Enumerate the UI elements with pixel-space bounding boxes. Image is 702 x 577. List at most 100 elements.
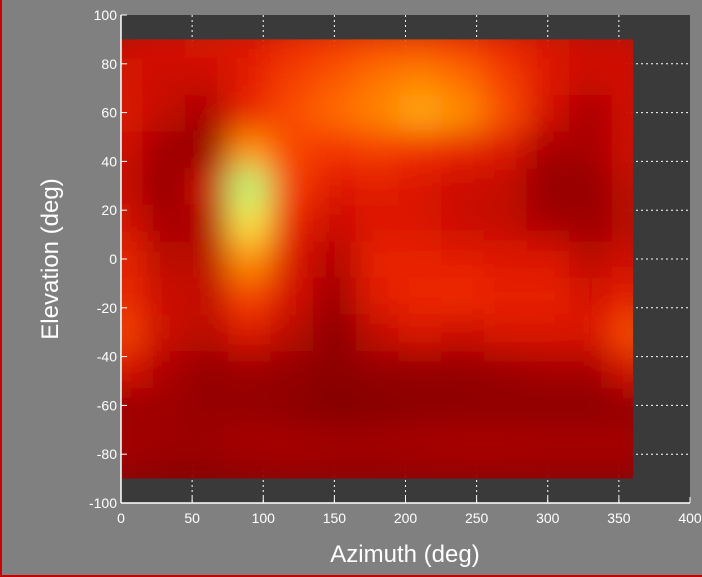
heatmap-cell [270,460,314,479]
heatmap-cell [313,423,357,461]
y-tick-label: -100 [89,495,117,511]
heatmap-cell [441,94,485,132]
heatmap-cell [569,313,613,351]
heatmap-cell [611,130,634,168]
heatmap-cell [227,350,271,388]
heatmap-cell [611,204,634,242]
heatmap-cell [185,57,229,95]
heatmap-cell [185,350,229,388]
heatmap-cell [483,460,527,479]
heatmap-cell [398,423,442,461]
heatmap-cell [398,204,442,242]
heatmap-cell [227,94,271,132]
heatmap-cell [483,204,527,242]
x-axis-title: Azimuth (deg) [330,541,479,568]
heatmap-cell [142,39,186,59]
heatmap-cell [121,130,143,168]
heatmap-cell [441,240,485,278]
heatmap-cell [526,240,570,278]
heatmap-cell [313,313,357,351]
heatmap-cell [185,313,229,351]
heatmap-cell [270,57,314,95]
heatmap-cell [313,167,357,205]
heatmap-cell [569,387,613,425]
heatmap-cell [270,167,314,205]
x-tick-label: 150 [323,510,347,526]
heatmap-cell [270,350,314,388]
heatmap-cell [611,94,634,132]
heatmap-cell [483,167,527,205]
heatmap-cell [270,94,314,132]
heatmap-cell [313,350,357,388]
heatmap-cell [483,130,527,168]
y-tick-label: 0 [109,251,117,267]
heatmap-cell [398,350,442,388]
heatmap-cell [611,423,634,461]
heatmap-cell [483,350,527,388]
heatmap-cell [398,240,442,278]
heatmap-cell [569,460,613,479]
heatmap-cell [398,57,442,95]
x-tick-label: 300 [536,510,560,526]
heatmap-cell [185,94,229,132]
y-tick-label: -40 [97,349,117,365]
heatmap-cell [142,423,186,461]
heatmap-cell [355,130,399,168]
heatmap-cell [569,94,613,132]
heatmap-cell [569,277,613,315]
heatmap-cell [355,387,399,425]
heatmap-cell [569,167,613,205]
heatmap-cell [441,277,485,315]
heatmap-cell [142,130,186,168]
heatmap-cell [121,423,143,461]
heatmap-cell [227,460,271,479]
heatmap-cell [526,387,570,425]
heatmap-cell [526,423,570,461]
heatmap-cell [483,313,527,351]
heatmap-cell [270,277,314,315]
heatmap-cell [526,350,570,388]
heatmap-cell [441,350,485,388]
heatmap-cell [185,387,229,425]
heatmap-cell [441,460,485,479]
heatmap-cell [121,350,143,388]
heatmap-cell [227,240,271,278]
y-tick-label: -20 [97,300,117,316]
heatmap-cell [227,423,271,461]
heatmap-cell [526,57,570,95]
heatmap-cell [121,57,143,95]
heatmap-cell [483,423,527,461]
heatmap-cell [483,39,527,59]
heatmap-cell [441,204,485,242]
heatmap-cell [121,313,143,351]
x-tick-label: 400 [678,510,702,526]
x-tick-label: 100 [252,510,276,526]
heatmap-cell [611,167,634,205]
heatmap-cell [270,240,314,278]
heatmap-cell [227,57,271,95]
heatmap-cell [569,57,613,95]
y-axis-title: Elevation (deg) [37,178,64,339]
heatmap-cell [526,460,570,479]
heatmap-cell [569,350,613,388]
heatmap-cell [355,460,399,479]
heatmap-cell [441,39,485,59]
heatmap-cell [611,387,634,425]
heatmap-cell [313,240,357,278]
heatmap-cell [313,57,357,95]
heatmap-cell [526,94,570,132]
heatmap-cell [313,94,357,132]
heatmap-cell [227,39,271,59]
y-tick-label: 60 [101,105,117,121]
heatmap-cell [355,423,399,461]
heatmap-cell [526,277,570,315]
x-tick-label: 200 [394,510,418,526]
heatmap-surface [121,39,634,479]
heatmap-cell [569,204,613,242]
heatmap-cell [270,387,314,425]
heatmap-cell [611,57,634,95]
heatmap-cell [185,167,229,205]
heatmap-cell [398,460,442,479]
heatmap-cell [483,57,527,95]
